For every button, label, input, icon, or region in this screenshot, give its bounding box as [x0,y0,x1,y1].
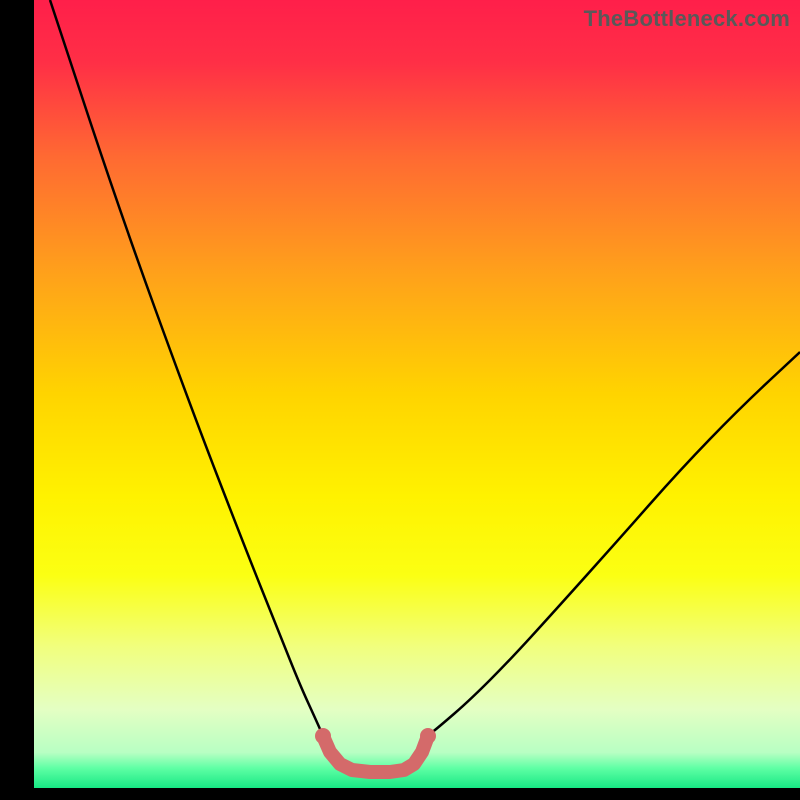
chart-canvas: TheBottleneck.com [0,0,800,800]
trough-endpoint-right [420,728,436,744]
trough-endpoint-left [315,728,331,744]
bottom-border-band [0,788,800,800]
watermark-text: TheBottleneck.com [584,6,790,32]
bottleneck-chart-svg [0,0,800,800]
left-border-band [0,0,34,800]
plot-background [34,0,800,788]
